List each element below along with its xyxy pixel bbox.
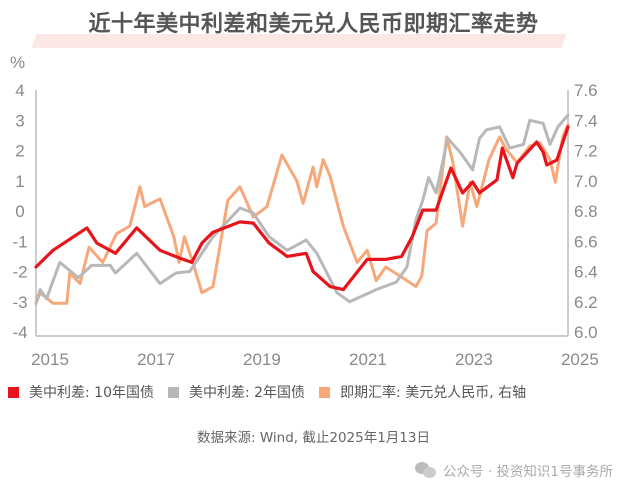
source-note: 数据来源: Wind, 截止2025年1月13日 — [197, 430, 430, 446]
watermark: 公众号 · 投资知识1号事务所 — [415, 460, 613, 480]
right-tick-label: 7.0 — [574, 172, 598, 191]
left-axis-unit: % — [10, 53, 25, 72]
left-tick-label: 4 — [15, 81, 24, 100]
right-tick-label: 6.0 — [574, 323, 598, 342]
chart: % 4 3 2 1 0 -1 -2 -3 -4 7.6 7.4 7.2 7.0 6.8 6.6 6.4 6.2 6… — [10, 53, 599, 369]
right-tick-label: 6.4 — [574, 263, 598, 282]
left-tick-label: 0 — [15, 202, 24, 221]
x-tick-label: 2023 — [455, 350, 493, 369]
legend-swatch — [8, 386, 19, 398]
left-tick-label: -4 — [12, 323, 27, 342]
right-tick-label: 6.6 — [574, 232, 598, 251]
legend-swatch — [167, 386, 179, 398]
left-tick-label: 3 — [15, 111, 24, 130]
legend-label: 美中利差: 10年国债 — [29, 385, 154, 401]
left-tick-label: -3 — [12, 293, 27, 312]
legend-item: 美中利差: 10年国债 — [8, 382, 154, 402]
series-line-0 — [34, 125, 570, 292]
legend-item: 美中利差: 2年国债 — [167, 382, 306, 402]
wechat-icon — [415, 462, 437, 478]
legend-label: 即期汇率: 美元兑人民币, 右轴 — [340, 385, 527, 401]
x-tick-label: 2019 — [243, 350, 281, 369]
left-tick-label: -2 — [12, 263, 27, 282]
right-tick-label: 6.2 — [574, 293, 598, 312]
left-tick-label: 2 — [15, 142, 24, 161]
x-tick-label: 2025 — [561, 350, 599, 369]
series-line-2 — [34, 123, 570, 305]
legend-swatch — [319, 386, 331, 398]
x-tick-label: 2015 — [31, 350, 69, 369]
legend-item: 即期汇率: 美元兑人民币, 右轴 — [319, 382, 526, 402]
right-tick-label: 7.4 — [574, 111, 598, 130]
right-tick-label: 7.2 — [574, 142, 598, 161]
series-line-1 — [34, 113, 570, 305]
left-tick-label: 1 — [15, 172, 24, 191]
right-tick-label: 7.6 — [574, 81, 598, 100]
x-tick-label: 2021 — [349, 350, 387, 369]
legend-label: 美中利差: 2年国债 — [188, 385, 306, 401]
chart-title: 近十年美中利差和美元兑人民币即期汇率走势 — [88, 12, 539, 37]
x-tick-label: 2017 — [137, 350, 175, 369]
legend: 美中利差: 10年国债 美中利差: 2年国债 即期汇率: 美元兑人民币, 右轴 — [8, 382, 540, 402]
right-tick-label: 6.8 — [574, 202, 598, 221]
watermark-text: 公众号 · 投资知识1号事务所 — [443, 464, 613, 480]
left-tick-label: -1 — [12, 232, 27, 251]
